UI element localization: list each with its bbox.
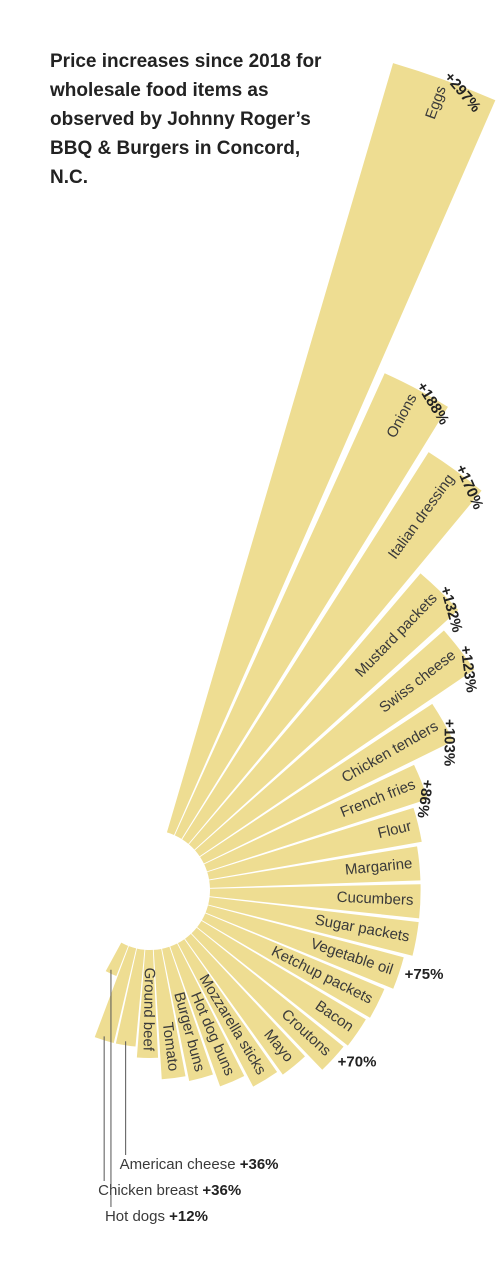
bar: [115, 948, 145, 1047]
bar: [208, 897, 419, 956]
category-label: Ground beef: [140, 967, 158, 1051]
bar: [191, 927, 344, 1070]
value-label: +36%: [240, 1156, 279, 1173]
value-label: +70%: [338, 1054, 377, 1071]
bar: [201, 913, 385, 1018]
bar: [200, 703, 454, 864]
bar: [207, 807, 422, 880]
category-label: Chicken breast: [98, 1182, 199, 1199]
bar: [170, 943, 245, 1087]
chart-title: Price increases since 2018 for wholesale…: [50, 51, 322, 188]
bar: [197, 920, 366, 1046]
bar: [182, 452, 482, 844]
bar: [105, 942, 129, 977]
callout-label: Chicken breast +36%: [98, 1182, 241, 1199]
value-label: +123%: [457, 645, 480, 694]
bar: [185, 933, 305, 1075]
category-label: American cheese: [120, 1156, 236, 1173]
category-label: Margarine: [344, 855, 413, 879]
value-label: +75%: [405, 966, 444, 983]
bar: [205, 905, 404, 989]
bar: [209, 846, 421, 888]
callout-label: American cheese +36%: [120, 1156, 279, 1173]
bar: [209, 884, 421, 919]
bar: [194, 630, 475, 857]
bar: [177, 939, 278, 1087]
callout-label: Hot dogs +12%: [105, 1208, 208, 1225]
bar: [204, 764, 428, 872]
bar: [174, 373, 448, 839]
bar: [153, 948, 186, 1080]
value-label: +36%: [202, 1182, 241, 1199]
value-label: +103%: [441, 719, 458, 766]
value-label: +12%: [169, 1208, 208, 1225]
bar: [136, 949, 159, 1058]
bar: [162, 946, 213, 1082]
category-label: Cucumbers: [336, 889, 413, 909]
bar: [94, 946, 137, 1043]
category-label: Hot dogs: [105, 1208, 165, 1225]
value-label: +86%: [414, 778, 436, 819]
category-label: Tomato: [159, 1021, 182, 1072]
bar: [188, 573, 459, 850]
bar: [166, 63, 496, 836]
